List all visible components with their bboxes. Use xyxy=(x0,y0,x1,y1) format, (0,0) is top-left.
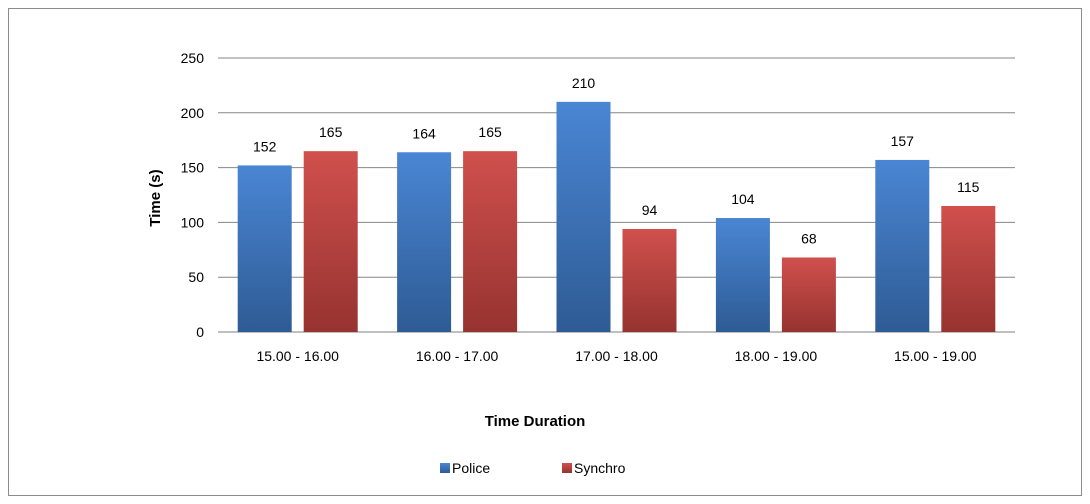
data-labels: 152 165 164 165 210 94 104 68 157 115 xyxy=(253,75,980,247)
data-label: 68 xyxy=(801,230,817,246)
bar-synchro xyxy=(303,151,358,332)
bar-police xyxy=(556,101,611,332)
data-label: 94 xyxy=(642,202,658,218)
y-tick-label: 250 xyxy=(181,50,205,66)
y-axis-ticks: 0 50 100 150 200 250 xyxy=(181,50,205,340)
bar-police xyxy=(875,159,930,332)
data-label: 115 xyxy=(957,179,980,195)
x-tick-label: 17.00 - 18.00 xyxy=(575,348,658,364)
x-tick-label: 15.00 - 16.00 xyxy=(256,348,339,364)
y-tick-label: 50 xyxy=(188,269,204,285)
y-tick-label: 200 xyxy=(181,105,205,121)
data-label: 104 xyxy=(731,191,755,207)
x-tick-label: 15.00 - 19.00 xyxy=(894,348,977,364)
legend-label-police: Police xyxy=(452,460,490,476)
x-axis-title: Time Duration xyxy=(485,413,586,430)
data-label: 210 xyxy=(572,75,596,91)
data-label: 157 xyxy=(891,133,915,149)
data-label: 164 xyxy=(412,125,436,141)
bar-synchro xyxy=(622,228,677,332)
legend-swatch-synchro xyxy=(562,463,572,473)
legend: Police Synchro xyxy=(440,460,626,476)
bar-police xyxy=(397,152,452,332)
data-label: 165 xyxy=(478,124,502,140)
bar-synchro xyxy=(941,205,996,332)
x-axis-ticks: 15.00 - 16.00 16.00 - 17.00 17.00 - 18.00 1… xyxy=(256,348,976,364)
y-tick-label: 100 xyxy=(181,214,205,230)
bar-police xyxy=(715,218,770,332)
y-tick-label: 150 xyxy=(181,160,205,176)
x-tick-label: 18.00 - 19.00 xyxy=(735,348,818,364)
data-label: 165 xyxy=(319,124,343,140)
bars xyxy=(237,101,996,332)
legend-swatch-police xyxy=(440,463,450,473)
y-axis-title: Time (s) xyxy=(147,169,164,226)
data-label: 152 xyxy=(253,138,277,154)
bar-synchro xyxy=(463,151,518,332)
bar-police xyxy=(237,165,292,332)
y-tick-label: 0 xyxy=(196,324,204,340)
x-tick-label: 16.00 - 17.00 xyxy=(416,348,499,364)
bar-synchro xyxy=(781,257,836,332)
legend-label-synchro: Synchro xyxy=(574,460,626,476)
